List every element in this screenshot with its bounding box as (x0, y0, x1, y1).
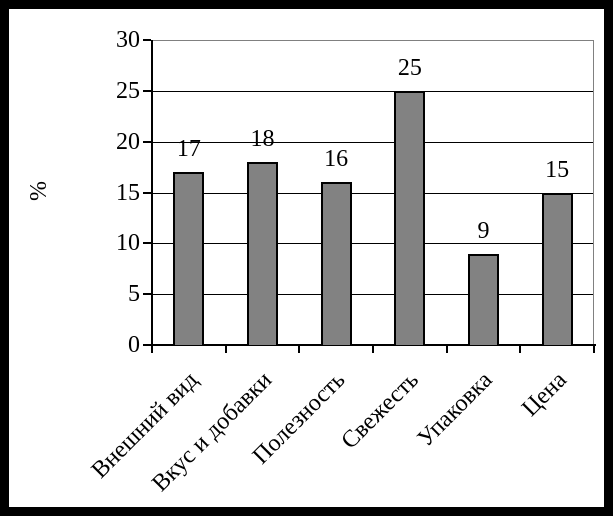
gridline (152, 192, 593, 194)
gridline (152, 243, 593, 245)
y-tick-mark (143, 39, 151, 41)
x-tick-mark (151, 346, 153, 353)
x-tick-mark (224, 346, 227, 353)
y-tick-mark (143, 191, 151, 194)
bar (394, 90, 426, 345)
chart-background (9, 9, 604, 507)
bar-value-label: 17 (176, 136, 201, 163)
y-tick-label: 5 (128, 281, 140, 308)
x-tick-mark (372, 346, 374, 353)
y-tick-label: 30 (116, 27, 140, 53)
y-tick-label: 10 (116, 230, 140, 257)
y-tick-mark (143, 344, 151, 346)
y-tick-mark (143, 140, 151, 143)
bar-value-label: 18 (250, 126, 275, 152)
gridline (152, 90, 593, 92)
y-tick-mark (143, 293, 151, 296)
gridline (152, 141, 593, 143)
x-axis-line (150, 344, 596, 346)
bar-value-label: 16 (324, 146, 349, 173)
y-tick-mark (143, 242, 151, 245)
x-tick-mark (298, 346, 301, 353)
y-tick-mark (143, 89, 151, 92)
bar-value-label: 15 (545, 156, 570, 183)
bar-value-label: 9 (477, 217, 490, 244)
y-tick-label: 0 (128, 332, 140, 358)
y-axis-line (150, 40, 153, 346)
gridline (152, 294, 593, 296)
bar-value-label: 25 (397, 54, 422, 81)
plot-border-top (152, 40, 594, 41)
y-tick-label: 20 (116, 128, 140, 155)
bar (541, 192, 573, 345)
bar (173, 172, 205, 345)
bar (468, 253, 499, 345)
plot-border-right (593, 40, 594, 345)
bar (320, 182, 352, 345)
y-axis-title: % (26, 181, 52, 201)
bar (247, 162, 278, 345)
y-tick-label: 25 (116, 77, 140, 104)
x-tick-mark (519, 346, 522, 353)
y-tick-label: 15 (116, 179, 140, 206)
x-tick-mark (593, 346, 595, 353)
x-tick-mark (445, 346, 448, 353)
